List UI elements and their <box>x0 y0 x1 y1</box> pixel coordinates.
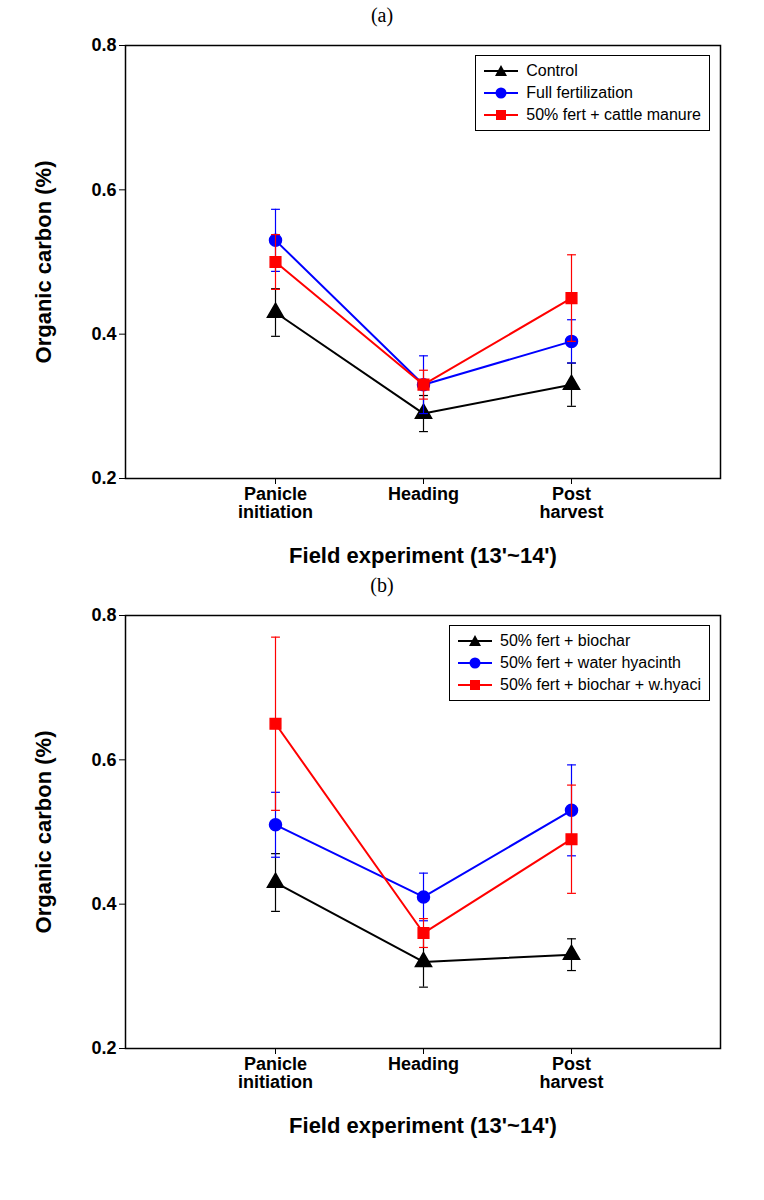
html-text:50% fert + cattle manure: 50% fert + cattle manure <box>526 106 701 123</box>
svg-text:Heading: Heading <box>388 1054 459 1074</box>
html-text:50% fert + biochar: 50% fert + biochar <box>500 632 631 649</box>
svg-text:Postharvest: Postharvest <box>539 484 603 522</box>
html-text:50% fert + biochar + w.hyaci: 50% fert + biochar + w.hyaci <box>500 676 701 693</box>
svg-text:0.6: 0.6 <box>91 750 116 770</box>
html-text:(a): (a) <box>370 4 394 26</box>
svg-text:0.2: 0.2 <box>91 1038 116 1058</box>
html-text:50% fert + water hyacinth: 50% fert + water hyacinth <box>500 654 681 671</box>
html-text:(b): (b) <box>370 574 394 596</box>
html-text:Full fertilization: Full fertilization <box>526 84 633 101</box>
svg-text:Field experiment (13'~14'): Field experiment (13'~14') <box>289 1113 557 1138</box>
svg-text:Heading: Heading <box>388 484 459 504</box>
svg-text:Organic carbon (%): Organic carbon (%) <box>31 161 56 364</box>
svg-text:Field experiment (13'~14'): Field experiment (13'~14') <box>289 543 557 568</box>
svg-text:0.4: 0.4 <box>91 324 116 344</box>
svg-text:0.2: 0.2 <box>91 468 116 488</box>
svg-text:Organic carbon (%): Organic carbon (%) <box>31 731 56 934</box>
svg-text:0.8: 0.8 <box>91 35 116 55</box>
svg-text:Postharvest: Postharvest <box>539 1054 603 1092</box>
svg-text:0.6: 0.6 <box>91 180 116 200</box>
svg-text:Panicleinitiation: Panicleinitiation <box>238 484 313 522</box>
html-text:Control: Control <box>526 62 578 79</box>
svg-text:0.8: 0.8 <box>91 605 116 625</box>
svg-text:Panicleinitiation: Panicleinitiation <box>238 1054 313 1092</box>
svg-text:0.4: 0.4 <box>91 894 116 914</box>
